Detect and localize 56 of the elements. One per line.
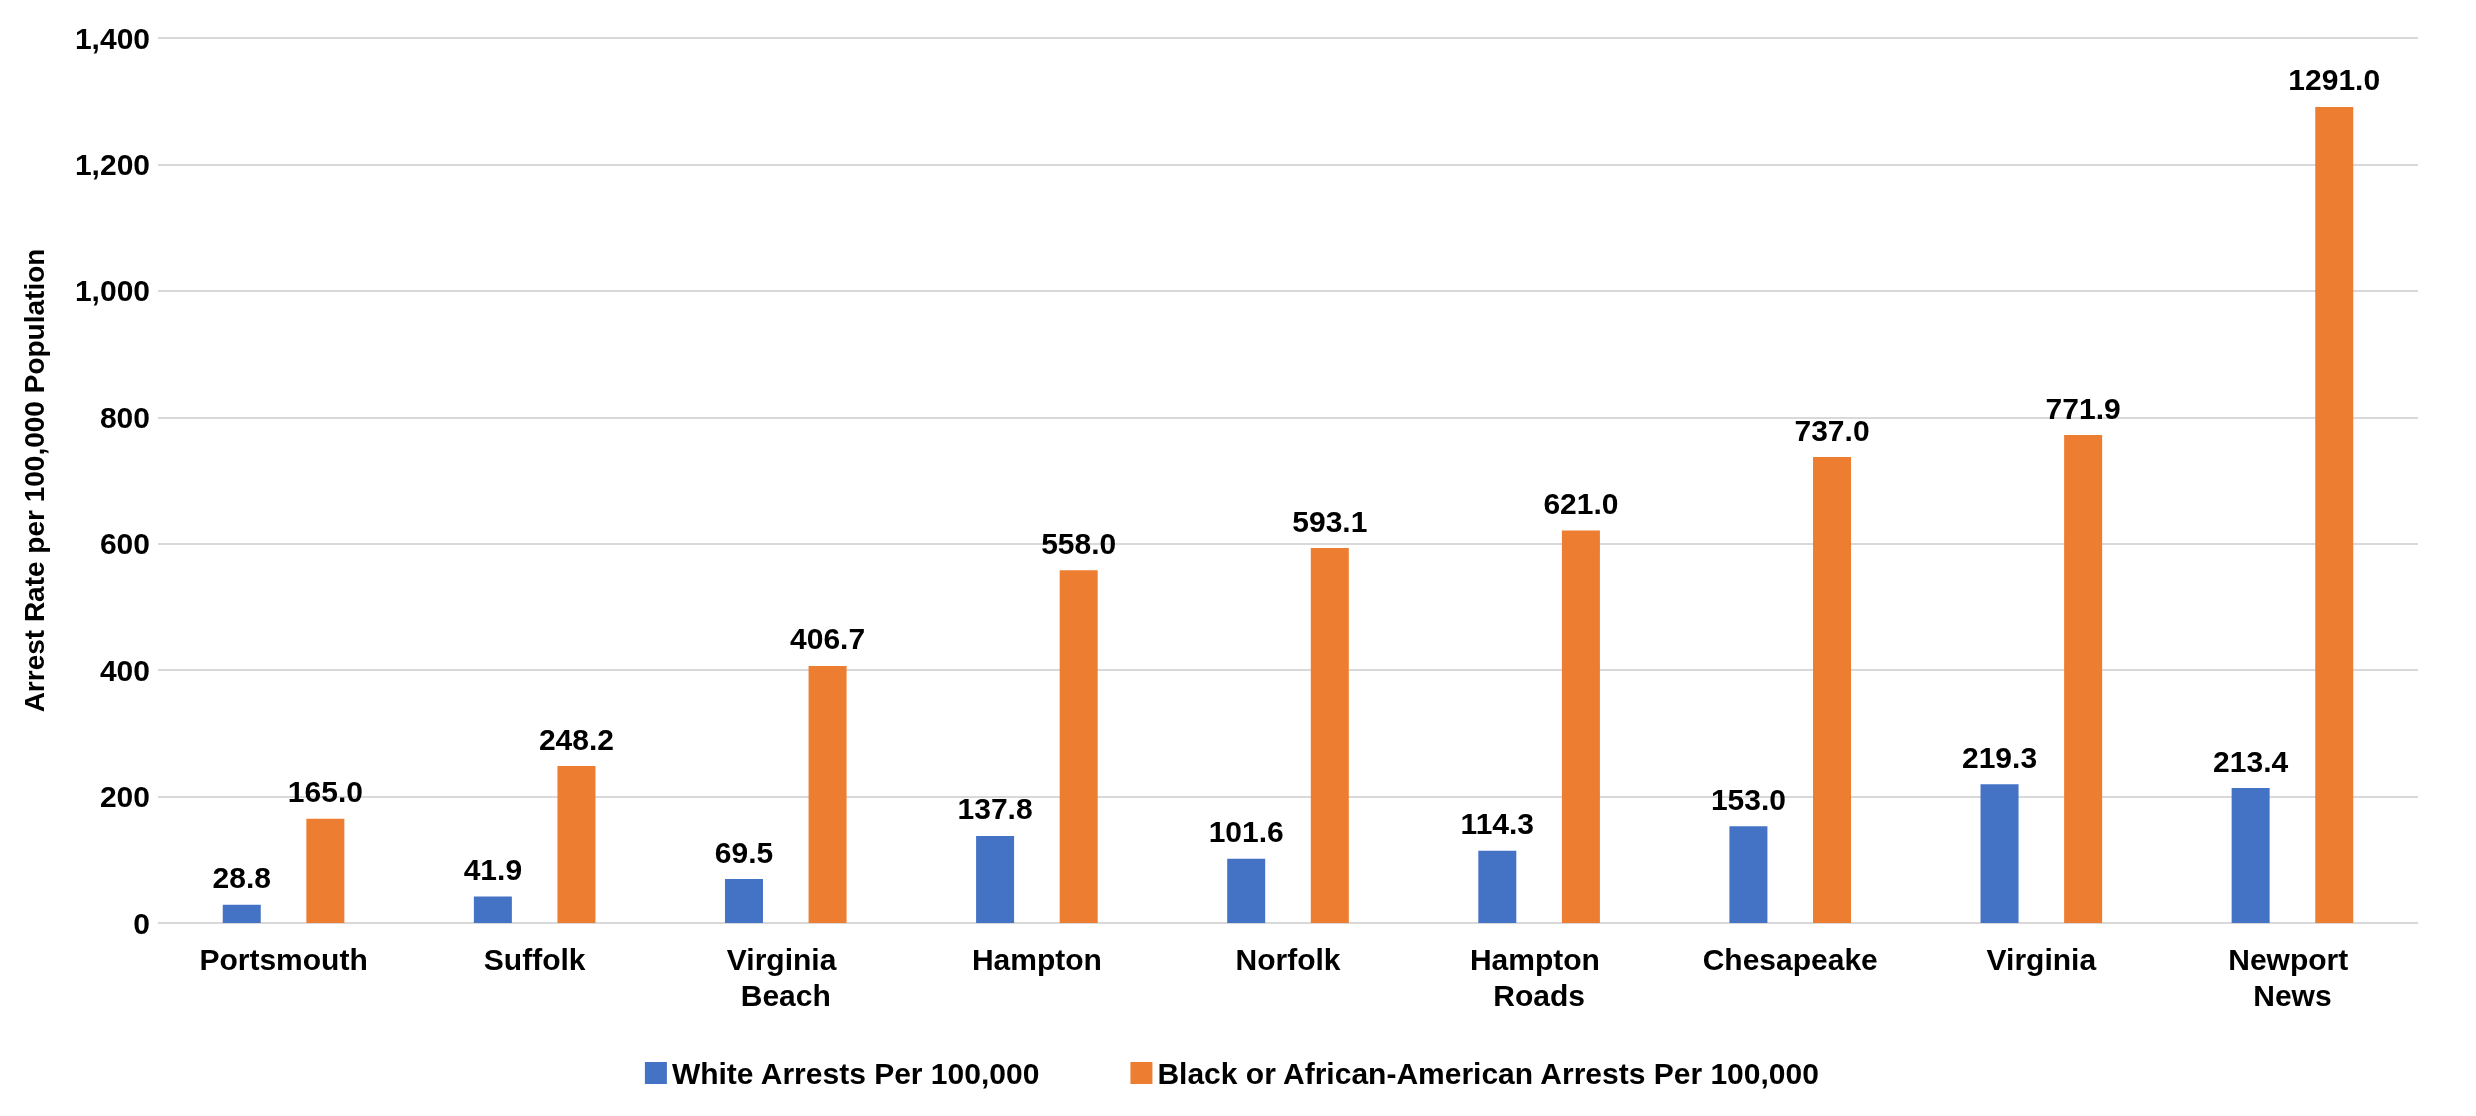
data-label: 219.3: [1961, 740, 2038, 774]
bar: [1059, 570, 1098, 923]
data-label: 406.7: [790, 622, 866, 656]
bar: [1561, 530, 1600, 923]
bar: [1729, 826, 1768, 923]
data-label: 248.2: [538, 722, 615, 756]
legend-label: Black or African-American Arrests Per 100,000: [1157, 1056, 1819, 1090]
data-label: 737.0: [1794, 413, 1870, 447]
x-tick-label: Chesapeake: [1702, 942, 1878, 976]
bar: [1227, 858, 1266, 923]
y-axis-title: Arrest Rate per 100,000 Population: [18, 248, 50, 713]
bar: [976, 835, 1015, 923]
x-tick-label: Hampton Roads: [1469, 942, 1609, 1012]
bar: [1980, 784, 2019, 923]
data-label: 137.8: [957, 792, 1033, 826]
data-label: 69.5: [714, 835, 774, 869]
bar: [1813, 457, 1852, 923]
y-tick-label: 1,000: [74, 274, 150, 308]
y-tick-label: 1,400: [74, 21, 150, 55]
data-label: 28.8: [212, 861, 271, 895]
data-label: 593.1: [1292, 504, 1368, 538]
data-label: 153.0: [1710, 782, 1786, 816]
bar: [1478, 850, 1517, 923]
data-label: 1291.0: [2288, 63, 2381, 97]
bar: [2231, 788, 2270, 923]
y-tick-label: 400: [99, 653, 150, 687]
x-tick-label: Portsmouth: [199, 942, 368, 976]
data-label: 101.6: [1208, 815, 1284, 849]
data-label: 41.9: [463, 853, 523, 887]
data-label: 114.3: [1460, 807, 1535, 841]
data-label: 771.9: [2045, 391, 2121, 425]
x-tick-label: Suffolk: [483, 942, 586, 976]
data-label: 213.4: [2213, 744, 2289, 778]
x-tick-label: Virginia: [1986, 942, 2097, 976]
x-tick-label: Virginia Beach: [726, 942, 845, 1012]
bar: [1310, 548, 1349, 923]
x-tick-label: Hampton: [971, 942, 1102, 976]
x-tick-label: Newport News: [2228, 942, 2357, 1012]
data-label: 558.0: [1041, 526, 1117, 560]
y-tick-label: 800: [99, 400, 150, 434]
data-label: 165.0: [287, 775, 363, 809]
data-label: 621.0: [1543, 486, 1619, 520]
bar: [306, 818, 345, 923]
y-tick-label: 200: [99, 780, 150, 814]
y-tick-label: 600: [99, 527, 150, 561]
bar: [557, 766, 596, 923]
bar: [724, 879, 763, 923]
bar: [222, 904, 261, 923]
bar: [473, 896, 512, 923]
bar: [2064, 435, 2103, 923]
bar: [808, 665, 847, 923]
x-tick-label: Norfolk: [1235, 942, 1341, 976]
bar: [2315, 106, 2354, 923]
legend-label: White Arrests Per 100,000: [671, 1056, 1040, 1090]
y-tick-label: 0: [133, 906, 150, 940]
y-tick-label: 1,200: [74, 147, 150, 181]
